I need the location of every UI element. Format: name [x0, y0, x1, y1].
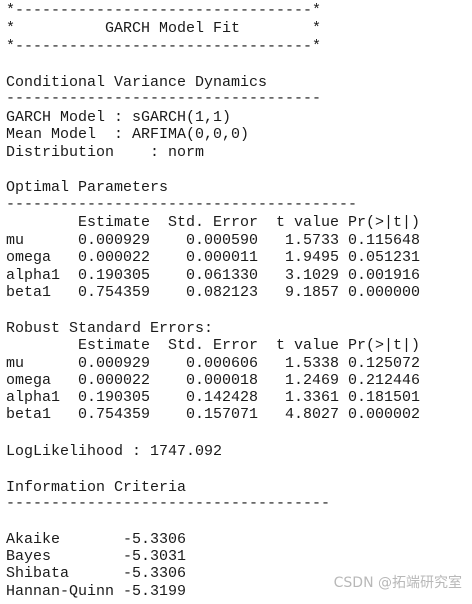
model-spec: Distribution : norm [6, 144, 204, 161]
criterion-name: Hannan-Quinn [6, 583, 114, 600]
cell: 0.082123 [186, 284, 258, 301]
model-spec: Mean Model : ARFIMA(0,0,0) [6, 126, 249, 143]
banner-border: *---------------------------------* [6, 2, 321, 19]
cell: 0.000002 [348, 406, 420, 423]
banner-edge: * [312, 20, 321, 37]
banner-border: *---------------------------------* [6, 38, 321, 55]
cell: 0.001916 [348, 267, 420, 284]
column-header: Std. Error [168, 214, 258, 231]
row-label: mu [6, 355, 24, 372]
cell: 0.000000 [348, 284, 420, 301]
cell: 0.000929 [78, 232, 150, 249]
cell: 0.754359 [78, 406, 150, 423]
cell: 0.142428 [186, 389, 258, 406]
criterion-name: Shibata [6, 565, 69, 582]
section-rule: ----------------------------------- [6, 90, 321, 107]
criterion-name: Akaike [6, 531, 60, 548]
row-label: beta1 [6, 284, 51, 301]
cell: 0.000590 [186, 232, 258, 249]
section-heading: Optimal Parameters [6, 179, 168, 196]
column-header: Std. Error [168, 337, 258, 354]
cell: 1.2469 [285, 372, 339, 389]
cell: 0.051231 [348, 249, 420, 266]
cell: 0.000022 [78, 372, 150, 389]
cell: 0.061330 [186, 267, 258, 284]
cell: 0.000022 [78, 249, 150, 266]
cell: 1.9495 [285, 249, 339, 266]
cell: 0.000018 [186, 372, 258, 389]
cell: 0.212446 [348, 372, 420, 389]
row-label: alpha1 [6, 267, 60, 284]
column-header: t value [276, 337, 339, 354]
cell: 0.181501 [348, 389, 420, 406]
criterion-name: Bayes [6, 548, 51, 565]
banner-title: GARCH Model Fit [105, 20, 240, 37]
cell: 1.5338 [285, 355, 339, 372]
section-rule: ------------------------------------ [6, 495, 330, 512]
section-rule: --------------------------------------- [6, 196, 357, 213]
cell: 0.115648 [348, 232, 420, 249]
column-header: Pr(>|t|) [348, 214, 420, 231]
row-label: alpha1 [6, 389, 60, 406]
criterion-value: -5.3306 [123, 565, 186, 582]
column-header: Estimate [78, 337, 150, 354]
cell: 0.000011 [186, 249, 258, 266]
row-label: omega [6, 372, 51, 389]
column-header: Estimate [78, 214, 150, 231]
cell: 9.1857 [285, 284, 339, 301]
cell: 0.157071 [186, 406, 258, 423]
section-heading: Information Criteria [6, 479, 186, 496]
log-likelihood: LogLikelihood : 1747.092 [6, 443, 222, 460]
model-spec: GARCH Model : sGARCH(1,1) [6, 109, 231, 126]
criterion-value: -5.3306 [123, 531, 186, 548]
banner-edge: * [6, 20, 15, 37]
row-label: beta1 [6, 406, 51, 423]
section-heading: Conditional Variance Dynamics [6, 74, 267, 91]
section-heading: Robust Standard Errors: [6, 320, 213, 337]
column-header: Pr(>|t|) [348, 337, 420, 354]
cell: 1.5733 [285, 232, 339, 249]
cell: 3.1029 [285, 267, 339, 284]
cell: 4.8027 [285, 406, 339, 423]
cell: 0.190305 [78, 267, 150, 284]
cell: 0.125072 [348, 355, 420, 372]
criterion-value: -5.3199 [123, 583, 186, 600]
watermark: CSDN @拓端研究室 [334, 574, 462, 591]
cell: 0.000606 [186, 355, 258, 372]
cell: 0.754359 [78, 284, 150, 301]
cell: 0.000929 [78, 355, 150, 372]
cell: 1.3361 [285, 389, 339, 406]
row-label: omega [6, 249, 51, 266]
criterion-value: -5.3031 [123, 548, 186, 565]
cell: 0.190305 [78, 389, 150, 406]
row-label: mu [6, 232, 24, 249]
column-header: t value [276, 214, 339, 231]
